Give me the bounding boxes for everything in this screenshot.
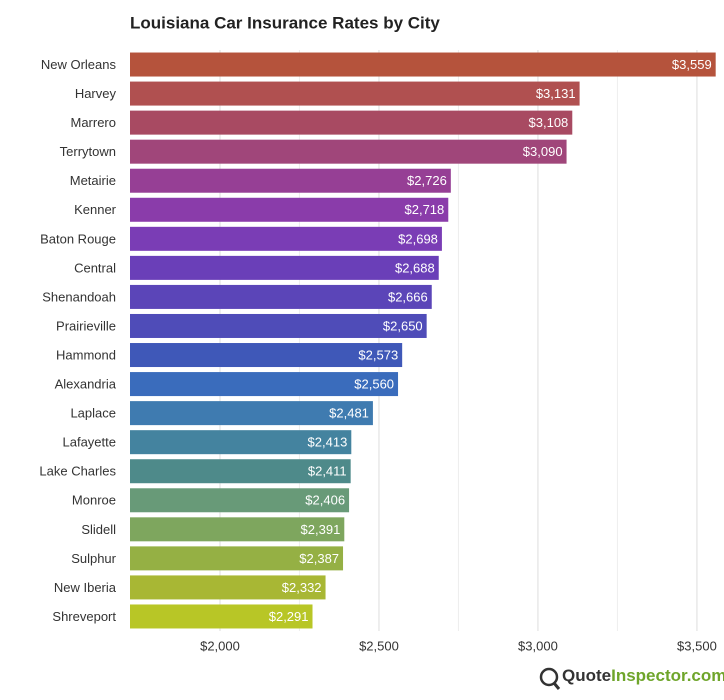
value-label: $3,131 — [536, 86, 576, 101]
y-tick-label: Baton Rouge — [40, 231, 116, 246]
bar — [130, 168, 451, 193]
y-tick-label: Hammond — [56, 347, 116, 362]
value-label: $2,332 — [282, 580, 322, 595]
bar — [130, 313, 427, 338]
bar — [130, 139, 567, 164]
y-tick-label: Lafayette — [63, 435, 117, 450]
value-label: $2,698 — [398, 231, 438, 246]
y-tick-label: Laplace — [70, 406, 116, 421]
y-tick-label: New Iberia — [54, 580, 117, 595]
value-label: $2,560 — [354, 377, 394, 392]
bar — [130, 226, 442, 251]
y-tick-label: Alexandria — [55, 377, 117, 392]
value-label: $2,481 — [329, 406, 369, 421]
bar — [130, 52, 716, 77]
y-tick-label: Slidell — [81, 522, 116, 537]
logo-icon — [539, 667, 559, 687]
value-label: $2,406 — [305, 493, 345, 508]
bar — [130, 604, 313, 629]
y-tick-label: Terrytown — [60, 144, 116, 159]
value-label: $2,291 — [269, 609, 309, 624]
chart-title: Louisiana Car Insurance Rates by City — [130, 13, 440, 32]
value-label: $2,650 — [383, 318, 423, 333]
bar — [130, 546, 344, 571]
x-tick-label: $3,000 — [518, 638, 558, 653]
logo-text: QuoteInspector.com — [562, 666, 724, 685]
value-label: $2,666 — [388, 289, 428, 304]
logo-icon-handle — [552, 682, 561, 690]
y-tick-label: Central — [74, 260, 116, 275]
x-tick-label: $3,500 — [677, 638, 717, 653]
value-label: $3,559 — [672, 57, 712, 72]
y-tick-label: New Orleans — [41, 57, 117, 72]
y-tick-label: Monroe — [72, 493, 116, 508]
bar — [130, 284, 432, 309]
value-label: $2,688 — [395, 260, 435, 275]
value-label: $2,391 — [301, 522, 341, 537]
x-tick-label: $2,500 — [359, 638, 399, 653]
bar — [130, 372, 399, 397]
bar — [130, 430, 352, 455]
value-label: $2,718 — [405, 202, 445, 217]
logo-text-part: Inspector.com — [611, 666, 724, 685]
bar — [130, 401, 373, 426]
y-tick-label: Lake Charles — [39, 464, 116, 479]
bar — [130, 110, 573, 135]
bar — [130, 488, 350, 513]
y-tick-label: Shenandoah — [42, 289, 116, 304]
y-tick-label: Sulphur — [71, 551, 116, 566]
bar — [130, 197, 449, 222]
value-label: $2,387 — [299, 551, 339, 566]
y-tick-label: Kenner — [74, 202, 117, 217]
value-label: $2,726 — [407, 173, 447, 188]
bar — [130, 81, 580, 106]
bar — [130, 517, 345, 542]
logo: QuoteInspector.com — [539, 666, 724, 690]
value-label: $2,573 — [358, 347, 398, 362]
y-tick-label: Prairieville — [56, 318, 116, 333]
logo-text-part: Quote — [562, 666, 611, 685]
value-label: $3,108 — [529, 115, 569, 130]
bar — [130, 343, 403, 368]
value-label: $2,411 — [308, 464, 347, 479]
x-tick-label: $2,000 — [200, 638, 240, 653]
y-tick-label: Marrero — [70, 115, 116, 130]
bar — [130, 255, 439, 280]
bar — [130, 575, 326, 600]
y-tick-label: Metairie — [70, 173, 116, 188]
y-tick-label: Shreveport — [52, 609, 116, 624]
bar — [130, 459, 351, 484]
y-tick-label: Harvey — [75, 86, 117, 101]
value-label: $2,413 — [308, 435, 348, 450]
value-label: $3,090 — [523, 144, 563, 159]
